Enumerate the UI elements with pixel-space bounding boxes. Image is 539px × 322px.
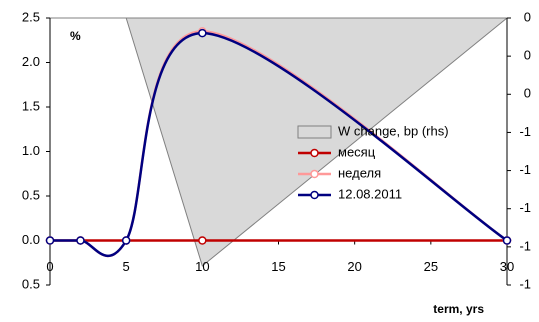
legend-label: неделя bbox=[338, 165, 381, 180]
y2-tick-label: -1 bbox=[519, 124, 531, 139]
legend-label: W change, bp (rhs) bbox=[338, 123, 449, 138]
y2-tick-label: 0 bbox=[524, 48, 531, 63]
x-axis-label: term, yrs bbox=[433, 302, 484, 316]
legend-marker bbox=[310, 148, 319, 158]
y-tick-label: 1.0 bbox=[22, 143, 40, 158]
legend-marker bbox=[310, 190, 319, 200]
y-tick-label: 1.5 bbox=[22, 98, 40, 113]
y-tick-label: 2.0 bbox=[22, 54, 40, 69]
marker bbox=[45, 236, 55, 245]
x-tick-label: 10 bbox=[195, 259, 209, 274]
marker bbox=[121, 236, 131, 245]
legend-label: месяц bbox=[338, 144, 376, 159]
y2-tick-label: 0 bbox=[524, 86, 531, 101]
marker bbox=[198, 28, 207, 38]
marker bbox=[76, 236, 85, 245]
x-tick-label: 15 bbox=[271, 259, 285, 274]
legend-marker bbox=[310, 169, 319, 179]
y-tick-label: 0.5 bbox=[22, 187, 40, 202]
y2-tick-label: -1 bbox=[519, 162, 531, 177]
marker bbox=[502, 236, 512, 245]
legend-swatch bbox=[297, 125, 332, 139]
x-tick-label: 20 bbox=[347, 259, 361, 274]
y2-tick-label: -1 bbox=[519, 276, 531, 291]
y-tick-label: 0.0 bbox=[22, 232, 40, 247]
x-tick-label: 25 bbox=[424, 259, 438, 274]
x-tick-label: 0 bbox=[46, 259, 53, 274]
marker bbox=[198, 236, 207, 245]
x-tick-label: 30 bbox=[500, 259, 514, 274]
legend-label: 12.08.2011 bbox=[338, 186, 402, 201]
y-tick-label: 0.5 bbox=[22, 276, 40, 291]
area bbox=[50, 17, 509, 267]
y-tick-label: 2.5 bbox=[22, 9, 40, 24]
y2-tick-label: -1 bbox=[519, 200, 531, 215]
x-tick-label: 5 bbox=[123, 259, 130, 274]
y2-tick-label: -1 bbox=[519, 238, 531, 253]
y2-tick-label: 0 bbox=[524, 9, 531, 24]
y-axis-label: % bbox=[70, 29, 81, 43]
